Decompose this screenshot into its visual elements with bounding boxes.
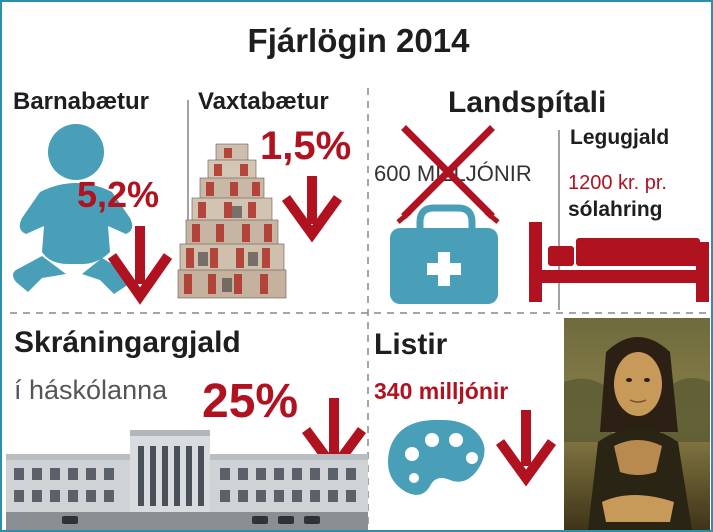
landspitali-label: Landspítali [448, 86, 607, 119]
legugjald-label: Legugjald [570, 126, 670, 149]
listir-label: Listir [374, 328, 448, 361]
skraningargjald-value: 25% [202, 375, 299, 428]
skraningargjald-sublabel: í háskólanna [14, 375, 168, 405]
legugjald-unit: sólahring [568, 198, 663, 221]
vaxtabaetur-label: Vaxtabætur [198, 88, 329, 115]
barnabaetur-value: 5,2% [77, 174, 160, 215]
page-title: Fjárlögin 2014 [247, 22, 470, 59]
barnabaetur-label: Barnabætur [13, 88, 150, 115]
legugjald-price: 1200 kr. pr. [568, 172, 667, 194]
listir-amount: 340 milljónir [374, 378, 509, 404]
skraningargjald-label: Skráningargjald [14, 326, 241, 359]
vaxtabaetur-value: 1,5% [260, 124, 352, 168]
